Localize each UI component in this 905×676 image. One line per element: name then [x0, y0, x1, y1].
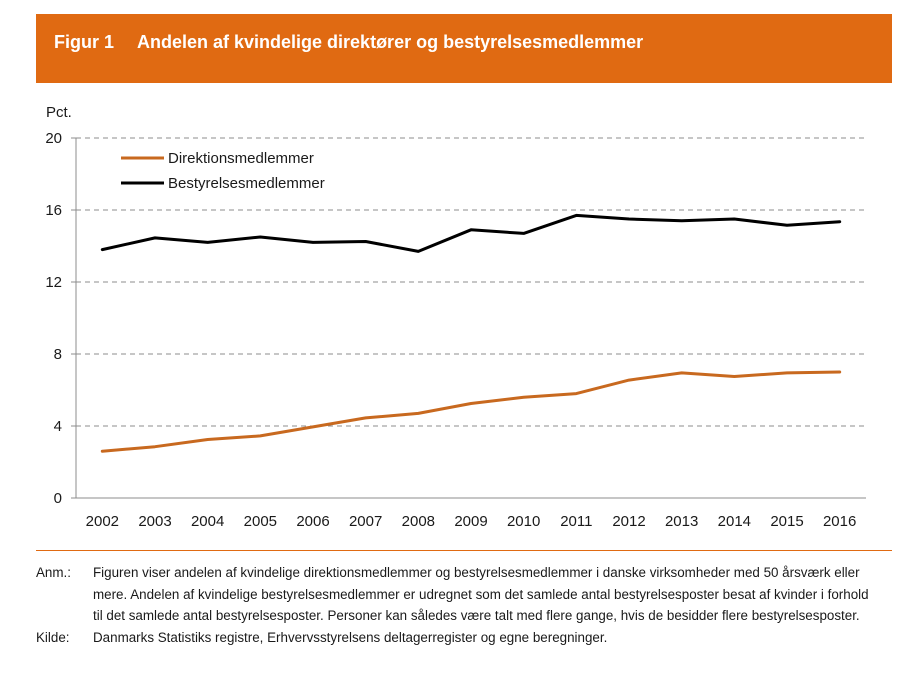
x-tick-label: 2016: [823, 513, 856, 530]
note-anm-label: Anm.:: [36, 565, 71, 580]
y-axis-unit-label: Pct.: [46, 104, 72, 121]
figure-label: Figur 1: [54, 31, 115, 52]
x-tick-label: 2014: [718, 513, 751, 530]
series-line-direktionsmedlemmer: [100, 370, 842, 453]
figure-header-banner: Figur 1 Andelen af kvindelige direktører…: [36, 14, 892, 83]
y-tick-label: 0: [54, 490, 62, 507]
note-anm: Anm.: Figuren viser andelen af kvindelig…: [36, 562, 876, 627]
x-tick-label: 2013: [665, 513, 698, 530]
y-tick-label: 8: [54, 346, 62, 363]
note-kilde: Kilde: Danmarks Statistiks registre, Erh…: [36, 627, 876, 649]
y-tick-label: 20: [45, 130, 62, 147]
x-tick-label: 2010: [507, 513, 540, 530]
note-anm-text: Figuren viser andelen af kvindelige dire…: [93, 565, 869, 623]
x-tick-label: 2005: [244, 513, 277, 530]
x-tick-label: 2002: [86, 513, 119, 530]
note-kilde-label: Kilde:: [36, 629, 70, 645]
x-tick-label: 2004: [191, 513, 224, 530]
x-tick-label: 2012: [612, 513, 645, 530]
note-kilde-text: Danmarks Statistiks registre, Erhvervsst…: [93, 629, 608, 645]
x-tick-label: 2006: [296, 513, 329, 530]
x-tick-label: 2015: [770, 513, 803, 530]
y-tick-label: 4: [54, 418, 62, 435]
series-line-bestyrelsesmedlemmer: [100, 213, 842, 253]
notes-divider: [36, 550, 892, 551]
legend-label: Bestyrelsesmedlemmer: [168, 175, 325, 192]
x-tick-label: 2011: [560, 513, 592, 530]
x-tick-label: 2003: [138, 513, 171, 530]
y-tick-label: 16: [45, 202, 62, 219]
x-tick-label: 2009: [454, 513, 487, 530]
figure-notes: Anm.: Figuren viser andelen af kvindelig…: [36, 562, 876, 648]
y-tick-label: 12: [45, 274, 62, 291]
line-chart: Pct. 0 4 8 12 16 20 2002 2003 2004 2005 2006 2007 20…: [45, 104, 866, 530]
x-tick-label: 2008: [402, 513, 435, 530]
figure-title: Andelen af kvindelige direktører og best…: [137, 31, 644, 52]
legend-label: Direktionsmedlemmer: [168, 150, 314, 167]
x-tick-label: 2007: [349, 513, 382, 530]
